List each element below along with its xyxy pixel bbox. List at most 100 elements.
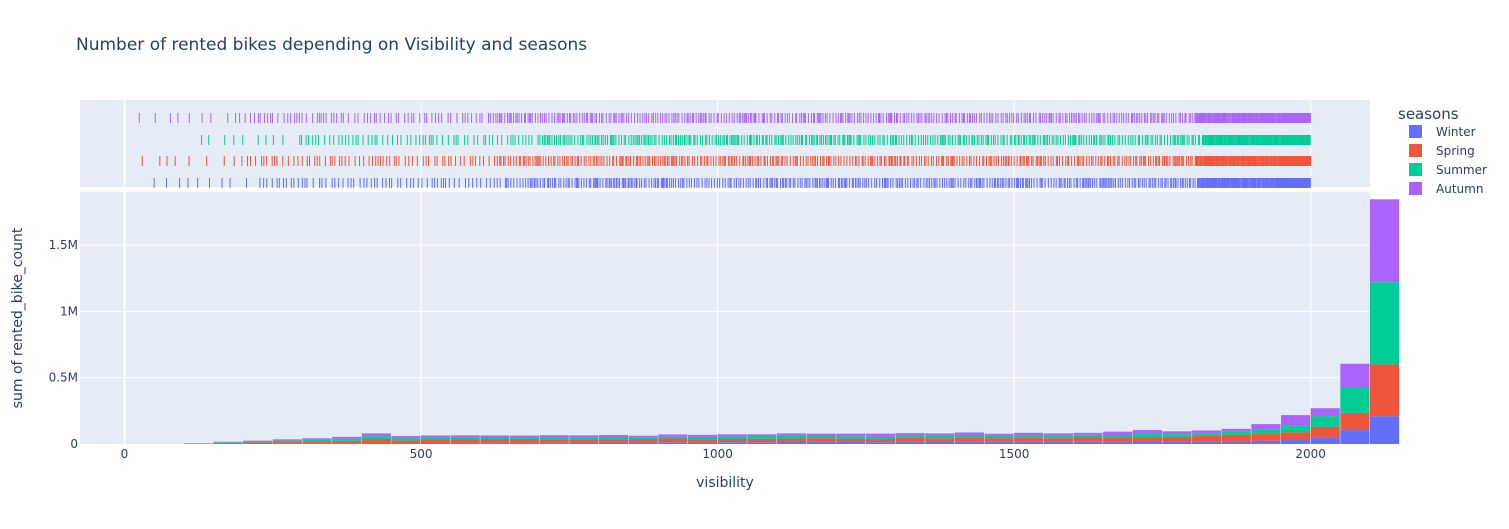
bar-winter — [599, 442, 628, 444]
bar-autumn — [1370, 199, 1399, 282]
bar-summer — [866, 437, 895, 439]
bar-autumn — [896, 433, 925, 435]
bar-autumn — [391, 436, 420, 438]
bar-summer — [925, 436, 954, 438]
bar-summer — [777, 436, 806, 439]
bar-spring — [569, 439, 598, 442]
bar-spring — [243, 442, 272, 443]
legend-label-spring: Spring — [1436, 144, 1475, 158]
bar-winter — [747, 442, 776, 444]
bar-autumn — [1162, 431, 1191, 434]
bar-autumn — [421, 436, 450, 438]
bar-spring — [718, 439, 747, 442]
bar-autumn — [955, 432, 984, 434]
bar-summer — [362, 436, 391, 439]
legend-swatch-winter — [1409, 125, 1422, 138]
legend-swatch-spring — [1409, 144, 1422, 157]
bar-summer — [569, 437, 598, 439]
bar-spring — [777, 439, 806, 442]
bar-spring — [1311, 427, 1340, 438]
bar-autumn — [510, 436, 539, 438]
bar-winter — [1311, 437, 1340, 444]
bar-autumn — [243, 441, 272, 442]
bar-autumn — [777, 433, 806, 435]
bar-winter — [955, 442, 984, 444]
bar-winter — [510, 443, 539, 444]
bar-spring — [688, 439, 717, 442]
bar-summer — [1044, 436, 1073, 438]
bar-summer — [1311, 416, 1340, 427]
legend-label-autumn: Autumn — [1436, 182, 1483, 196]
bar-summer — [1014, 435, 1043, 438]
bar-winter — [1133, 441, 1162, 444]
bar-autumn — [213, 442, 242, 443]
bar-autumn — [688, 435, 717, 437]
bar-winter — [451, 443, 480, 444]
bar-autumn — [925, 433, 954, 436]
bar-summer — [421, 438, 450, 440]
bar-winter — [421, 443, 450, 444]
bar-summer — [1222, 432, 1251, 435]
bar-winter — [332, 443, 361, 444]
bar-winter — [302, 443, 331, 444]
bar-summer — [629, 438, 658, 440]
bar-spring — [480, 439, 509, 442]
bar-spring — [362, 439, 391, 443]
bar-autumn — [569, 435, 598, 437]
bar-spring — [629, 439, 658, 442]
bar-summer — [1162, 434, 1191, 437]
bar-spring — [807, 438, 836, 442]
bar-summer — [658, 437, 687, 439]
bar-winter — [688, 442, 717, 444]
bar-summer — [391, 438, 420, 440]
bar-winter — [1281, 440, 1310, 444]
bar-winter — [243, 443, 272, 444]
bar-spring — [836, 439, 865, 442]
bar-spring — [1073, 438, 1102, 442]
bar-winter — [1370, 416, 1399, 444]
bar-spring — [1222, 435, 1251, 441]
bar-winter — [807, 442, 836, 444]
bar-autumn — [540, 435, 569, 437]
bar-spring — [510, 439, 539, 442]
bar-summer — [1370, 282, 1399, 364]
bar-winter — [925, 442, 954, 444]
bar-summer — [718, 437, 747, 439]
bar-spring — [302, 441, 331, 443]
bar-spring — [421, 440, 450, 443]
bar-spring — [747, 439, 776, 443]
bar-spring — [599, 439, 628, 442]
bar-summer — [688, 437, 717, 439]
histogram-plot-area — [80, 192, 1370, 444]
bar-summer — [836, 436, 865, 438]
bar-winter — [480, 443, 509, 444]
bar-autumn — [1222, 429, 1251, 432]
bar-summer — [1073, 435, 1102, 438]
bar-spring — [1044, 438, 1073, 441]
bar-summer — [1340, 388, 1369, 413]
bar-autumn — [866, 434, 895, 437]
x-tick-label: 1000 — [702, 447, 733, 461]
bar-spring — [658, 439, 687, 443]
bar-autumn — [1311, 408, 1340, 416]
bar-summer — [1192, 433, 1221, 436]
bar-winter — [1103, 442, 1132, 444]
y-tick-label: 0 — [70, 437, 78, 451]
bar-spring — [1162, 437, 1191, 442]
bar-winter — [569, 443, 598, 444]
bar-summer — [1103, 435, 1132, 438]
bar-autumn — [332, 437, 361, 439]
rug-dense-block — [1281, 113, 1311, 123]
bar-summer — [540, 437, 569, 439]
bar-autumn — [658, 434, 687, 436]
bar-winter — [1162, 441, 1191, 444]
bar-winter — [1222, 441, 1251, 444]
legend-title: seasons — [1398, 105, 1459, 123]
bar-autumn — [1281, 415, 1310, 426]
bar-winter — [836, 442, 865, 444]
bar-winter — [273, 443, 302, 444]
bar-summer — [1251, 429, 1280, 434]
x-tick-label: 500 — [410, 447, 433, 461]
bar-spring — [540, 439, 569, 442]
y-tick-label: 1M — [60, 304, 78, 318]
